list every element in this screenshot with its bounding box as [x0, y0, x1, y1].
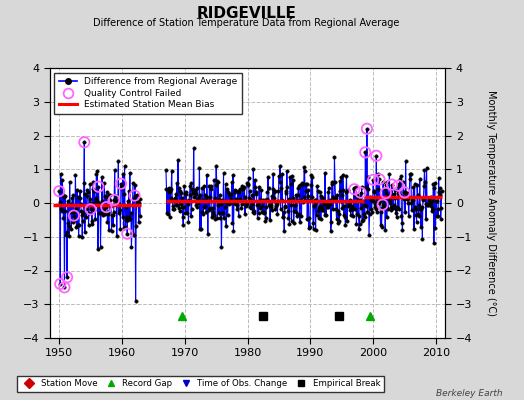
Point [123, 230, 132, 237]
Point [400, 189, 409, 196]
Point [375, 176, 384, 182]
Point [350, 186, 358, 192]
Legend: Station Move, Record Gap, Time of Obs. Change, Empirical Break: Station Move, Record Gap, Time of Obs. C… [17, 376, 384, 392]
Point [110, 197, 118, 203]
Point [363, 126, 371, 132]
Point [117, 180, 125, 187]
Legend: Difference from Regional Average, Quality Control Failed, Estimated Station Mean: Difference from Regional Average, Qualit… [54, 72, 242, 114]
Point [369, 177, 377, 183]
Point [80, 139, 89, 146]
Point [378, 202, 387, 208]
Point [60, 284, 69, 290]
Point [63, 274, 71, 280]
Point [94, 184, 103, 190]
Point [381, 190, 390, 196]
Point [361, 149, 369, 156]
Point [56, 281, 64, 287]
Point [55, 188, 63, 194]
Point [102, 204, 111, 210]
Y-axis label: Monthly Temperature Anomaly Difference (°C): Monthly Temperature Anomaly Difference (… [486, 90, 496, 316]
Text: Difference of Station Temperature Data from Regional Average: Difference of Station Temperature Data f… [93, 18, 399, 28]
Point [86, 206, 95, 212]
Point [356, 190, 365, 196]
Point [388, 182, 396, 188]
Point [394, 182, 402, 189]
Point [70, 212, 78, 219]
Text: RIDGEVILLE: RIDGEVILLE [196, 6, 296, 21]
Text: Berkeley Earth: Berkeley Earth [436, 389, 503, 398]
Point [130, 192, 139, 199]
Point [372, 152, 380, 159]
